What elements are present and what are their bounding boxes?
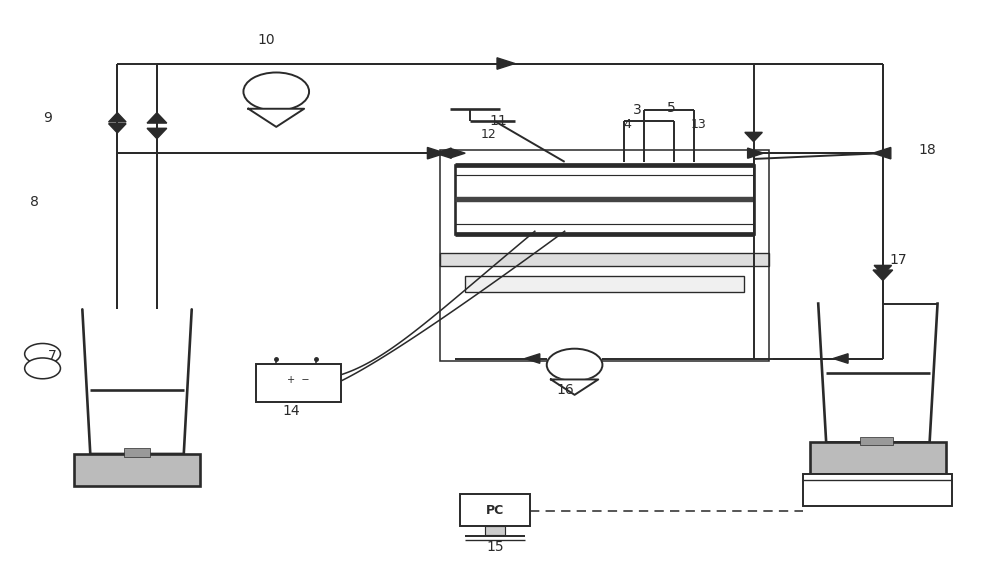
Text: 16: 16 (557, 383, 575, 397)
Bar (460, 495, 530, 526)
Polygon shape (551, 380, 598, 395)
Circle shape (25, 343, 60, 364)
Circle shape (468, 256, 482, 263)
Text: PC: PC (486, 504, 504, 517)
Bar (440, 150, 768, 361)
Text: 10: 10 (257, 33, 275, 47)
Polygon shape (874, 265, 892, 274)
Polygon shape (435, 148, 451, 158)
Polygon shape (450, 148, 465, 158)
Bar (465, 276, 744, 292)
Text: 15: 15 (486, 540, 504, 554)
Polygon shape (873, 270, 893, 280)
Circle shape (468, 224, 486, 234)
Text: 7: 7 (48, 349, 57, 363)
Text: 5: 5 (667, 101, 675, 115)
Polygon shape (248, 109, 304, 127)
Bar (803, 474, 952, 506)
Polygon shape (147, 128, 167, 139)
Circle shape (597, 256, 611, 263)
Text: 8: 8 (30, 195, 39, 209)
Text: 3: 3 (633, 103, 642, 117)
Polygon shape (745, 133, 762, 141)
Polygon shape (427, 147, 445, 159)
Circle shape (126, 464, 148, 477)
Circle shape (723, 224, 741, 234)
Text: +  −: + − (287, 375, 309, 385)
Bar (124, 448, 150, 457)
Bar (485, 526, 505, 535)
Text: 11: 11 (489, 114, 507, 128)
Polygon shape (833, 354, 848, 363)
Text: 12: 12 (480, 127, 496, 141)
Circle shape (547, 349, 602, 381)
Polygon shape (873, 147, 891, 159)
Bar (256, 364, 341, 402)
Circle shape (243, 72, 309, 110)
Text: 14: 14 (282, 404, 300, 418)
Bar (810, 443, 946, 474)
Polygon shape (147, 113, 167, 123)
Polygon shape (748, 148, 764, 158)
Circle shape (25, 358, 60, 379)
Circle shape (468, 165, 486, 175)
Bar (455, 165, 754, 234)
Polygon shape (497, 58, 515, 69)
Text: 17: 17 (889, 253, 907, 267)
Polygon shape (525, 354, 540, 363)
Bar (860, 437, 893, 445)
Polygon shape (109, 113, 126, 122)
Circle shape (723, 165, 741, 175)
Text: 4: 4 (623, 118, 631, 131)
Text: 18: 18 (919, 143, 936, 157)
Bar (440, 253, 768, 266)
Text: 9: 9 (43, 112, 52, 126)
Bar (74, 454, 200, 486)
Text: 13: 13 (691, 118, 707, 131)
Polygon shape (109, 124, 126, 133)
Circle shape (727, 256, 741, 263)
